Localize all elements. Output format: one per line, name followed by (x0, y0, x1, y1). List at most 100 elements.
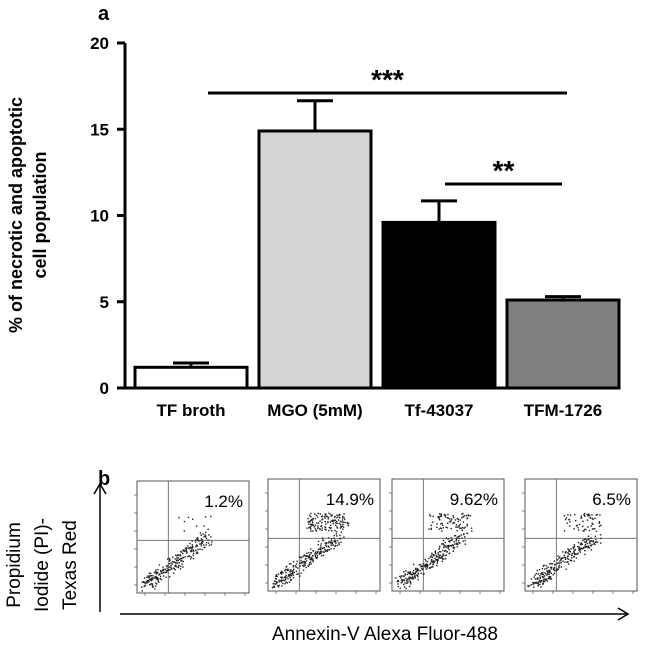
flow-dot (459, 527, 461, 529)
flow-dot (432, 560, 435, 562)
flow-dot (421, 568, 424, 571)
flow-dot (189, 555, 191, 558)
flow-dot (314, 517, 316, 520)
flow-dot (171, 568, 173, 570)
flow-dot (196, 538, 198, 540)
flow-dot (197, 537, 199, 540)
flow-dot (330, 520, 333, 522)
flow-dot (466, 525, 468, 527)
flow-dot (568, 525, 571, 527)
flow-dot (439, 545, 441, 547)
flow-dot (414, 577, 417, 579)
flow-scatter (395, 512, 473, 590)
flow-dot (572, 547, 575, 550)
flow-dot (284, 576, 286, 578)
flow-dot (196, 544, 198, 546)
flow-dot (431, 556, 433, 558)
flow-dot (569, 559, 571, 561)
flow-dot (550, 563, 552, 565)
flow-dot (154, 577, 156, 580)
flow-dot (310, 563, 312, 565)
flow-dot (564, 558, 567, 560)
flow-dot (579, 543, 582, 545)
flow-dot (185, 552, 188, 554)
flow-dot (434, 551, 436, 553)
flow-dot (284, 577, 287, 579)
flow-dot (447, 517, 449, 519)
flow-dot (273, 582, 275, 585)
flow-dot (583, 538, 585, 541)
flow-dot (592, 528, 594, 530)
flow-dot (292, 572, 294, 574)
flow-dot (149, 574, 151, 577)
flow-dot (181, 563, 183, 566)
flow-dot (548, 569, 551, 572)
flow-dot (587, 545, 589, 548)
flow-dot (574, 513, 576, 516)
flow-dot (275, 581, 278, 584)
flow-dot (311, 518, 313, 521)
flow-dot (338, 538, 341, 540)
flow-dot (600, 537, 602, 540)
flow-dot (550, 566, 552, 569)
flow-dot (180, 557, 182, 560)
flow-dot (573, 528, 575, 530)
flow-panel: 1.2% (134, 480, 250, 596)
flow-dot (279, 580, 282, 582)
flow-dot (452, 547, 455, 549)
flow-dot (290, 573, 292, 575)
flow-dot (310, 519, 312, 522)
flow-dot (316, 557, 318, 560)
flow-dot (598, 522, 600, 524)
flow-dot (441, 557, 443, 559)
flow-dot (408, 585, 411, 588)
flow-dot (157, 580, 160, 583)
flow-dot (450, 539, 453, 542)
flow-dot (199, 540, 201, 542)
flow-dot (204, 546, 206, 549)
flow-dot (141, 590, 143, 592)
flow-dot (557, 555, 559, 557)
flow-dot (200, 543, 202, 545)
flow-dot (534, 574, 536, 576)
flow-dot (588, 529, 591, 532)
significance-label: ** (493, 155, 515, 186)
flow-dot (456, 542, 458, 544)
flow-dot (311, 520, 314, 522)
flow-dot (330, 527, 332, 529)
flow-dot (542, 573, 544, 576)
flow-dot (192, 518, 194, 520)
flow-dot (412, 563, 415, 566)
flow-dot (174, 554, 177, 556)
flow-dot (583, 541, 586, 543)
flow-dot (312, 524, 314, 526)
flow-dot (317, 525, 319, 527)
flow-dot (553, 560, 555, 562)
flow-dot (145, 580, 147, 583)
flow-dot (290, 579, 293, 581)
flow-dot (598, 521, 601, 523)
flow-dot (568, 550, 571, 552)
flow-dot (276, 585, 279, 587)
flow-dot (437, 553, 439, 556)
flow-dot (402, 575, 404, 577)
flow-dot (337, 519, 340, 521)
flow-dot (555, 570, 557, 572)
flow-dot (157, 578, 160, 580)
flow-dot (311, 556, 313, 559)
flow-dot (154, 588, 156, 590)
flow-dot (420, 572, 422, 574)
flow-dot (439, 554, 441, 556)
flow-dot (330, 542, 332, 544)
flow-dot (558, 564, 561, 567)
flow-dot (292, 573, 294, 575)
flow-dot (456, 538, 458, 540)
flow-dot (309, 562, 311, 564)
flow-dot (582, 520, 584, 522)
flow-dot (331, 541, 333, 544)
flow-dot (336, 514, 338, 516)
flow-dot (567, 553, 570, 555)
flow-dot (162, 568, 164, 570)
flow-dot (410, 576, 412, 579)
flow-dot (570, 548, 572, 550)
